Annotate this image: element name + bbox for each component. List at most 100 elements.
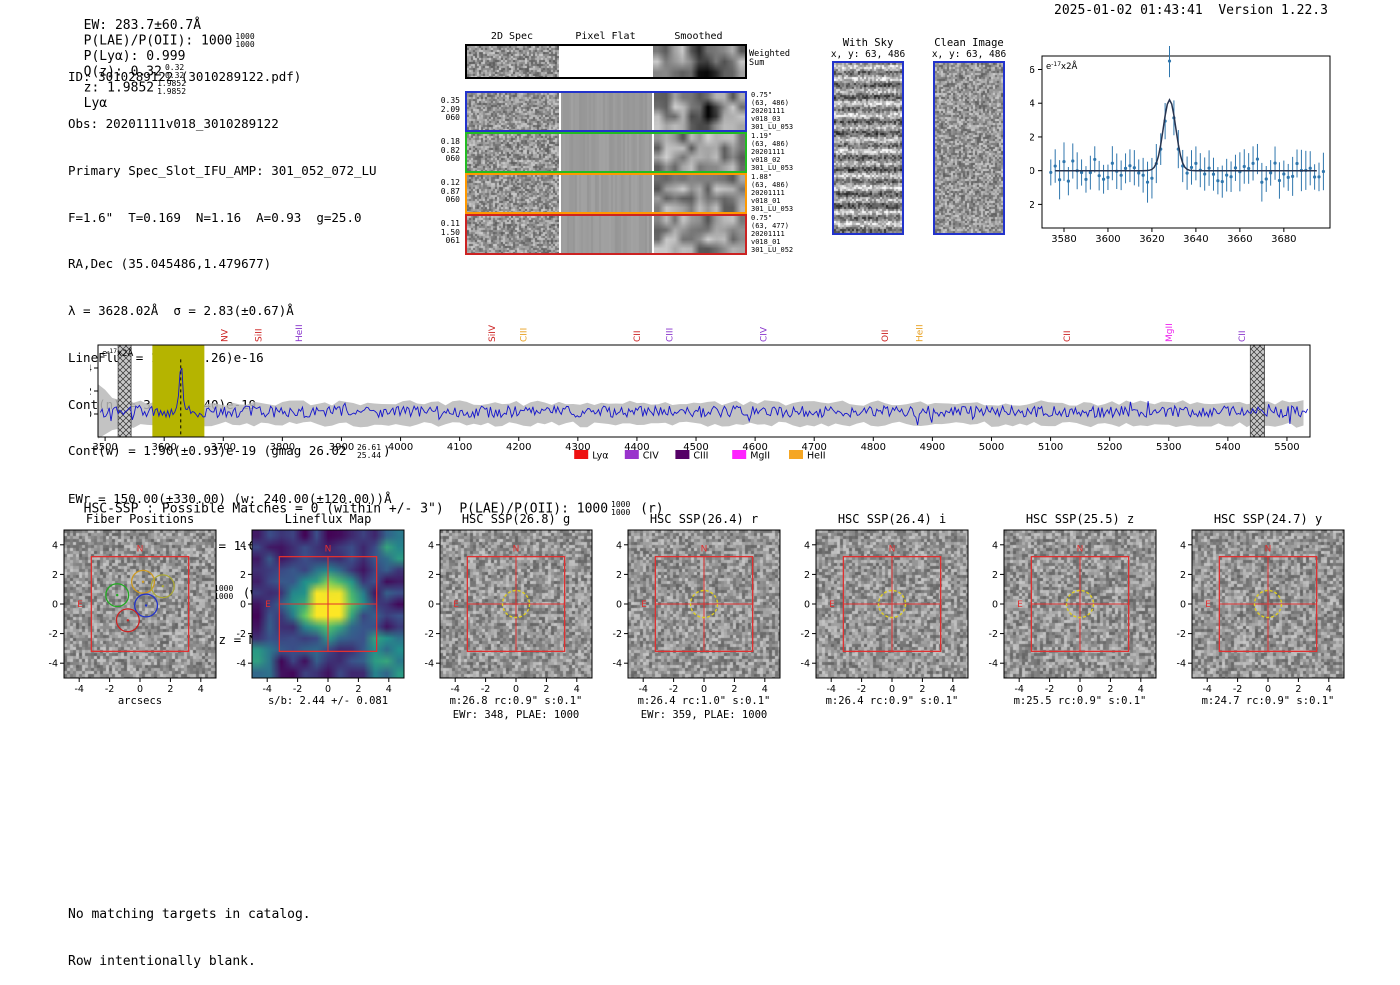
svg-text:CIII: CIII <box>693 451 708 462</box>
svg-text:5200: 5200 <box>1097 442 1122 453</box>
svg-text:N: N <box>1265 544 1272 554</box>
svg-text:0: 0 <box>325 684 331 695</box>
row4-right-labels: 0.75" (63, 477) 20201111 v018_01 301_LU_052 <box>751 214 794 254</box>
row2-right-labels: 1.19" (63, 486) 20201111 v018_02 301_LU_053 <box>751 132 794 172</box>
svg-text:-2: -2 <box>989 629 998 640</box>
cutout-hsc-y: HSC SSP(24.7) y -4 -4 -2 -2 0 0 2 2 4 4 N E m:24.7 … <box>1162 510 1374 725</box>
svg-text:4: 4 <box>762 684 768 695</box>
footer-notes: No matching targets in catalog. Row inte… <box>68 876 311 985</box>
svg-text:HeII: HeII <box>807 451 826 462</box>
col-header-2dspec: 2D Spec <box>490 31 534 42</box>
svg-text:3660: 3660 <box>1227 234 1252 244</box>
svg-text:3640: 3640 <box>1183 234 1208 244</box>
svg-text:CIV: CIV <box>643 451 659 462</box>
hsc-g-ewr: EWr: 348, PLAE: 1000 <box>452 709 580 721</box>
svg-text:N: N <box>889 544 896 554</box>
lineflux-map-plot: -4 -4 -2 -2 0 0 2 2 4 4 N E <box>237 529 405 695</box>
weighted-sum-strip <box>465 44 747 79</box>
svg-text:4: 4 <box>240 540 246 551</box>
clean-image <box>935 63 1003 233</box>
svg-text:3700: 3700 <box>211 442 236 453</box>
cutout-title: HSC SSP(26.8) g <box>461 512 571 526</box>
svg-text:0: 0 <box>90 410 92 421</box>
svg-text:3600: 3600 <box>1095 234 1120 244</box>
svg-text:2: 2 <box>167 684 173 695</box>
cutout-hsc-g: HSC SSP(26.8) g -4 -4 -2 -2 0 0 2 2 4 4 N E m:26.8 … <box>410 510 622 725</box>
row4-2dspec-image <box>467 216 559 253</box>
svg-text:3580: 3580 <box>1051 234 1076 244</box>
svg-text:-2: -2 <box>669 684 678 695</box>
row2-smoothed-image <box>654 134 745 171</box>
svg-text:4: 4 <box>1180 540 1186 551</box>
svg-text:-2: -2 <box>801 629 810 640</box>
svg-text:0: 0 <box>428 600 434 611</box>
clean-image-title: Clean Image <box>934 37 1004 49</box>
qz-value: Q(z): 0.32 <box>83 64 162 80</box>
svg-text:2: 2 <box>919 684 925 695</box>
row2-pixelflat-image <box>561 134 652 171</box>
svg-text:4200: 4200 <box>506 442 531 453</box>
clean-image-coords: x, y: 63, 486 <box>931 49 1007 60</box>
spec2d-row-1 <box>465 91 747 132</box>
row3-left-labels: 0.12 0.87 060 <box>440 178 460 205</box>
svg-text:N: N <box>325 544 332 554</box>
svg-text:-4: -4 <box>74 684 83 695</box>
svg-text:5000: 5000 <box>979 442 1004 453</box>
row3-smoothed-image <box>654 175 745 212</box>
svg-text:CII: CII <box>1063 330 1073 342</box>
svg-text:0: 0 <box>616 600 622 611</box>
fiber-positions-plot: -4 -4 -2 -2 0 0 2 2 4 4 N E <box>49 529 217 695</box>
svg-text:N: N <box>137 544 144 554</box>
svg-text:4300: 4300 <box>565 442 590 453</box>
cutout-title: HSC SSP(25.5) z <box>1025 512 1135 526</box>
blank-row-line: Row intentionally blank. <box>68 953 256 969</box>
spec2d-row-3 <box>465 173 747 214</box>
svg-text:4: 4 <box>804 540 810 551</box>
ew-value: EW: 283.7±60.7Å <box>83 18 202 33</box>
sb-value: s/b: 2.44 +/- 0.081 <box>267 695 389 707</box>
seeing-line: F=1.6" T=0.169 N=1.16 A=0.93 g=25.0 <box>68 209 362 225</box>
hsc-z-mag: m:25.5 rc:0.9" s:0.1" <box>1013 695 1147 707</box>
x-axis-label: arcsecs <box>117 695 163 707</box>
svg-text:2: 2 <box>804 570 810 581</box>
svg-text:4: 4 <box>428 540 434 551</box>
clean-image-frame <box>933 61 1005 235</box>
svg-text:-4: -4 <box>237 659 246 670</box>
no-match-line: No matching targets in catalog. <box>68 907 311 923</box>
svg-text:4000: 4000 <box>388 442 413 453</box>
classification-label: Lyα <box>83 96 108 111</box>
svg-text:3800: 3800 <box>270 442 295 453</box>
svg-text:4: 4 <box>616 540 622 551</box>
svg-text:4: 4 <box>1326 684 1332 695</box>
svg-text:4500: 4500 <box>683 442 708 453</box>
svg-text:CIV: CIV <box>759 326 769 342</box>
svg-text:-2: -2 <box>237 629 246 640</box>
svg-text:HeII: HeII <box>295 324 305 342</box>
svg-text:-4: -4 <box>801 659 810 670</box>
fiber-positions-image <box>64 530 216 678</box>
svg-text:4: 4 <box>1030 99 1035 110</box>
zoomed-emission-line-plot: 3580 3600 3620 3640 3660 3680 -2 0 2 4 6 e-17x2Å <box>1025 44 1342 245</box>
svg-text:2: 2 <box>616 570 622 581</box>
svg-text:3900: 3900 <box>329 442 354 453</box>
cutout-hsc-i: HSC SSP(26.4) i -4 -4 -2 -2 0 0 2 2 4 4 N E m:26.4 … <box>786 510 998 725</box>
svg-text:-4: -4 <box>826 684 835 695</box>
svg-text:CIII: CIII <box>519 328 529 342</box>
svg-text:-2: -2 <box>1233 684 1242 695</box>
svg-text:HeII: HeII <box>915 324 925 342</box>
svg-text:4100: 4100 <box>447 442 472 453</box>
svg-text:0: 0 <box>513 684 519 695</box>
svg-text:4400: 4400 <box>624 442 649 453</box>
cutout-hsc-z: HSC SSP(25.5) z -4 -4 -2 -2 0 0 2 2 4 4 N E m:25.5 … <box>974 510 1186 725</box>
svg-text:E: E <box>1017 600 1023 610</box>
with-sky-image-frame <box>832 61 904 235</box>
svg-text:0: 0 <box>137 684 143 695</box>
cutout-title: HSC SSP(26.4) i <box>837 512 947 526</box>
plae-poii-bounds: 1000 1000 <box>235 32 255 49</box>
row1-left-labels: 0.35 2.09 060 <box>440 96 460 123</box>
svg-text:E: E <box>829 600 835 610</box>
full-spectrum-plot: 3500 3600 3700 3800 3900 4000 4100 4200 4300 4400… <box>86 298 1330 473</box>
qz-bounds: 0.32 0.32 <box>164 63 185 80</box>
svg-text:0: 0 <box>701 684 707 695</box>
svg-text:4: 4 <box>574 684 580 695</box>
